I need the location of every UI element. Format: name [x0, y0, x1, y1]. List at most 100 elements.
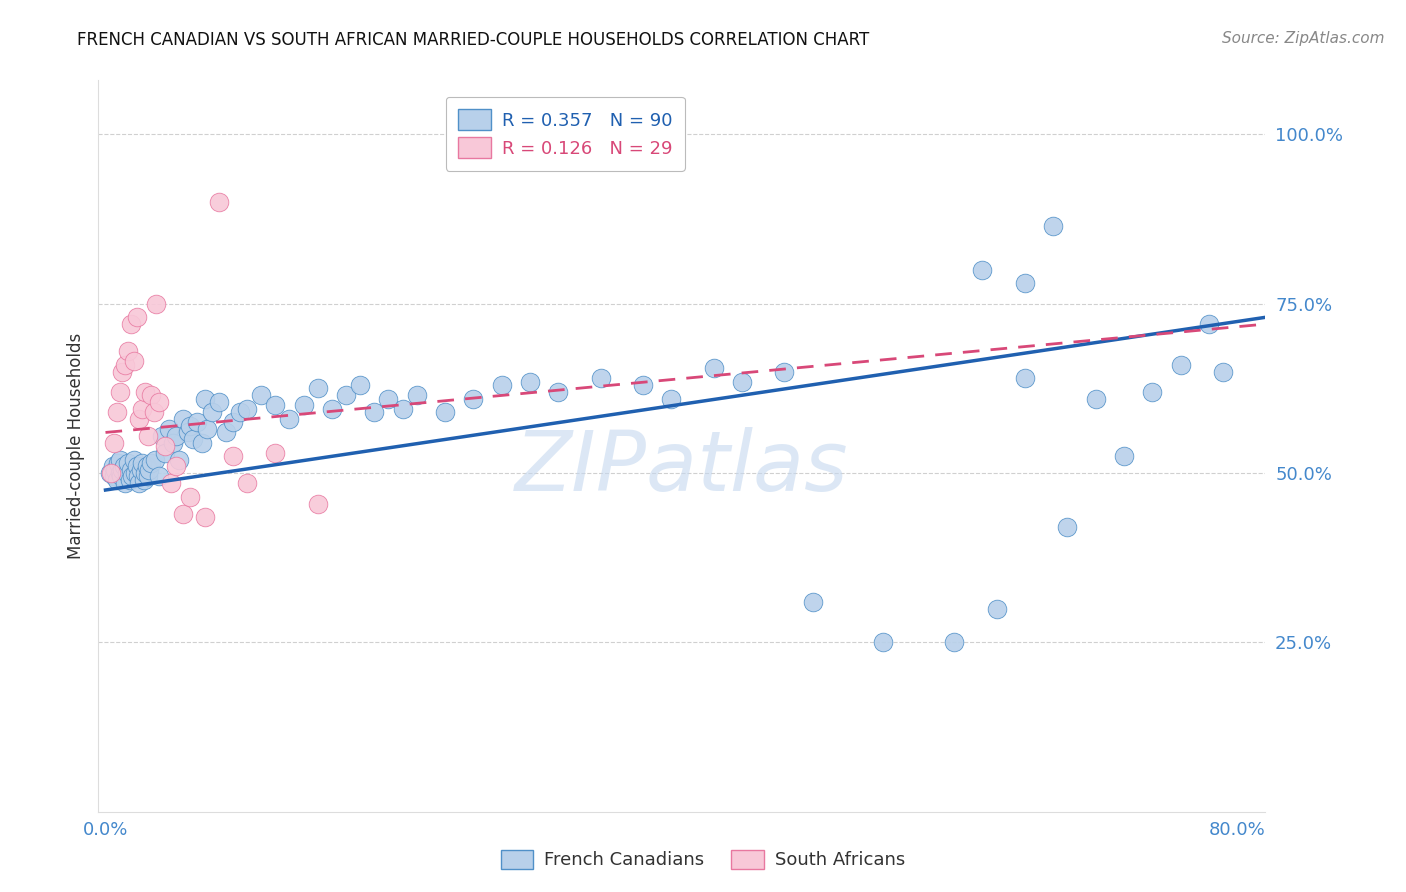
Point: [103, 469, 125, 483]
Point: [117, 344, 139, 359]
Point: [124, 466, 146, 480]
Point: [222, 415, 245, 429]
Point: [195, 422, 218, 436]
Point: [127, 469, 149, 483]
Point: [108, 466, 131, 480]
Point: [114, 358, 136, 372]
Point: [128, 412, 150, 426]
Point: [153, 446, 176, 460]
Point: [143, 452, 166, 467]
Point: [463, 392, 485, 406]
Point: [190, 435, 212, 450]
Point: [250, 388, 273, 402]
Point: [132, 473, 155, 487]
Point: [391, 401, 413, 416]
Text: FRENCH CANADIAN VS SOUTH AFRICAN MARRIED-COUPLE HOUSEHOLDS CORRELATION CHART: FRENCH CANADIAN VS SOUTH AFRICAN MARRIED…: [77, 31, 869, 49]
Point: [179, 490, 201, 504]
Point: [801, 595, 824, 609]
Point: [148, 469, 170, 483]
Point: [172, 507, 194, 521]
Point: [111, 364, 134, 378]
Point: [131, 401, 153, 416]
Point: [101, 459, 124, 474]
Point: [148, 395, 170, 409]
Point: [349, 378, 371, 392]
Point: [200, 405, 222, 419]
Point: [179, 418, 201, 433]
Point: [589, 371, 612, 385]
Point: [208, 395, 231, 409]
Point: [120, 463, 142, 477]
Point: [118, 473, 141, 487]
Point: [405, 388, 427, 402]
Point: [117, 456, 139, 470]
Point: [181, 432, 204, 446]
Point: [943, 635, 966, 649]
Point: [307, 497, 329, 511]
Point: [377, 392, 399, 406]
Point: [159, 476, 181, 491]
Point: [136, 429, 159, 443]
Text: ZIPatlas: ZIPatlas: [515, 427, 849, 508]
Point: [335, 388, 357, 402]
Point: [264, 446, 287, 460]
Point: [176, 425, 198, 440]
Point: [1042, 219, 1064, 233]
Point: [165, 429, 187, 443]
Point: [107, 456, 129, 470]
Point: [1014, 277, 1036, 291]
Point: [1142, 384, 1164, 399]
Point: [547, 384, 569, 399]
Point: [108, 384, 131, 399]
Point: [1014, 371, 1036, 385]
Point: [129, 463, 152, 477]
Point: [703, 361, 725, 376]
Point: [108, 452, 131, 467]
Point: [98, 466, 121, 480]
Point: [631, 378, 654, 392]
Point: [125, 459, 148, 474]
Point: [193, 392, 215, 406]
Point: [236, 401, 259, 416]
Point: [1198, 317, 1220, 331]
Point: [1112, 449, 1135, 463]
Point: [114, 476, 136, 491]
Legend: French Canadians, South Africans: French Canadians, South Africans: [492, 841, 914, 879]
Point: [104, 463, 127, 477]
Point: [292, 398, 315, 412]
Point: [120, 317, 142, 331]
Point: [162, 435, 184, 450]
Point: [773, 364, 796, 378]
Point: [1212, 364, 1234, 378]
Point: [157, 422, 180, 436]
Point: [125, 310, 148, 325]
Point: [229, 405, 252, 419]
Point: [145, 297, 167, 311]
Point: [1084, 392, 1107, 406]
Point: [110, 469, 132, 483]
Point: [139, 456, 162, 470]
Point: [215, 425, 238, 440]
Point: [433, 405, 456, 419]
Point: [167, 452, 190, 467]
Point: [136, 469, 159, 483]
Point: [872, 635, 894, 649]
Point: [134, 384, 156, 399]
Point: [105, 405, 128, 419]
Point: [153, 439, 176, 453]
Point: [122, 354, 145, 368]
Point: [208, 195, 231, 210]
Point: [121, 469, 143, 483]
Point: [986, 601, 1008, 615]
Point: [131, 456, 153, 470]
Point: [139, 388, 162, 402]
Point: [128, 476, 150, 491]
Point: [193, 510, 215, 524]
Point: [100, 466, 122, 480]
Point: [519, 375, 541, 389]
Point: [491, 378, 513, 392]
Y-axis label: Married-couple Households: Married-couple Households: [66, 333, 84, 559]
Point: [142, 405, 165, 419]
Point: [236, 476, 259, 491]
Point: [307, 381, 329, 395]
